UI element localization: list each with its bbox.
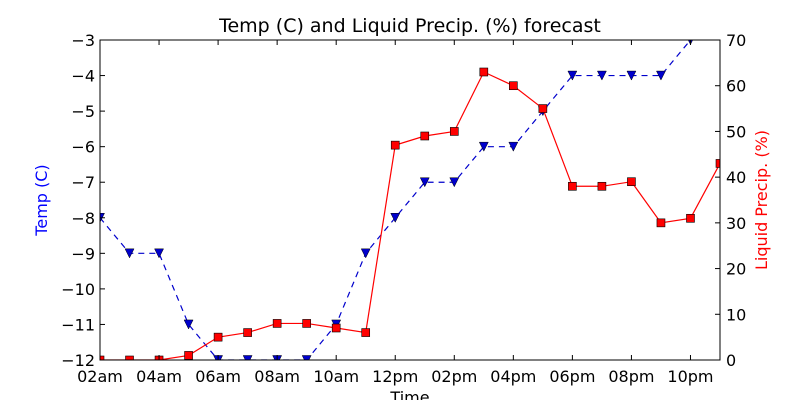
y-left-tick-label: −3 [71, 31, 95, 50]
precip-point [686, 213, 695, 223]
y-left-tick-label: −7 [71, 173, 95, 192]
temp-point [626, 70, 637, 81]
precip-point [100, 355, 105, 360]
temp-point [508, 141, 519, 152]
temp-point [597, 70, 607, 81]
y-left-tick-label: −9 [71, 244, 95, 263]
x-tick-label: 08pm [608, 367, 654, 386]
precip-point [272, 319, 282, 328]
precip-point [390, 140, 400, 150]
precip-point [243, 328, 252, 337]
y-right-tick-label: 70 [726, 31, 746, 50]
temp-point [124, 248, 135, 259]
temp-point [154, 248, 164, 259]
temp-point [419, 177, 430, 188]
temp-point [478, 141, 489, 152]
precip-point [302, 319, 311, 328]
precip-point [449, 127, 459, 136]
y-right-tick-label: 40 [726, 168, 746, 187]
temp-point [449, 177, 460, 188]
x-tick-label: 02pm [431, 367, 477, 386]
y-right-tick-label: 60 [726, 77, 746, 96]
temp-point [716, 0, 725, 9]
precip-point [125, 355, 134, 360]
precip-point [568, 181, 577, 191]
temp-point [567, 70, 578, 81]
precip-line [100, 71, 720, 360]
x-tick-label: 08am [254, 367, 300, 386]
temp-point [183, 319, 194, 330]
series-layer [100, 0, 725, 360]
y-left-tick-label: −10 [61, 280, 95, 299]
precip-point [597, 181, 607, 191]
y-left-tick-label: −4 [71, 67, 95, 86]
precip-point [509, 81, 518, 91]
y-right-tick-label: 10 [726, 305, 746, 324]
precip-point [361, 328, 371, 337]
y-right-axis-title: Liquid Precip. (%) [752, 130, 771, 270]
chart-title: Temp (C) and Liquid Precip. (%) forecast [218, 15, 601, 37]
x-tick-label: 04pm [490, 367, 536, 386]
y-right-tick-label: 0 [726, 351, 736, 370]
y-left-tick-label: −12 [61, 351, 95, 370]
precip-point [213, 332, 223, 342]
y-right-tick-label: 30 [726, 214, 746, 233]
x-tick-label: 10pm [667, 367, 713, 386]
temp-point [242, 355, 253, 360]
y-left-tick-label: −8 [71, 209, 95, 228]
precip-point [538, 104, 548, 113]
precip-point [479, 67, 489, 77]
x-tick-label: 06pm [549, 367, 595, 386]
precip-point [627, 177, 636, 187]
x-tick-label: 02am [77, 367, 123, 386]
x-tick-label: 06am [195, 367, 241, 386]
precip-point [331, 323, 341, 333]
x-tick-label: 10am [313, 367, 359, 386]
y-left-tick-label: −6 [71, 138, 95, 157]
temp-point [390, 213, 401, 223]
y-left-axis-title: Temp (C) [32, 164, 51, 236]
y-right-tick-label: 50 [726, 122, 746, 141]
y-left-tick-label: −5 [71, 102, 95, 121]
temp-point [301, 355, 312, 360]
precip-point [656, 218, 666, 228]
precip-point [715, 159, 720, 168]
temp-point [656, 70, 666, 81]
y-left-tick-label: −11 [61, 315, 95, 334]
y-right-tick-label: 20 [726, 260, 746, 279]
precip-point [420, 131, 430, 141]
plot-area: 02am 04am 06am 08am 10am 12pm 02pm 04pm 06pm 08pm… [61, 0, 746, 386]
plot-frame [99, 39, 721, 361]
precip-point [184, 351, 193, 360]
x-tick-label: 04am [136, 367, 182, 386]
x-axis-title: Time [389, 388, 429, 400]
x-tick-label: 12pm [372, 367, 418, 386]
temp-point [360, 248, 371, 259]
